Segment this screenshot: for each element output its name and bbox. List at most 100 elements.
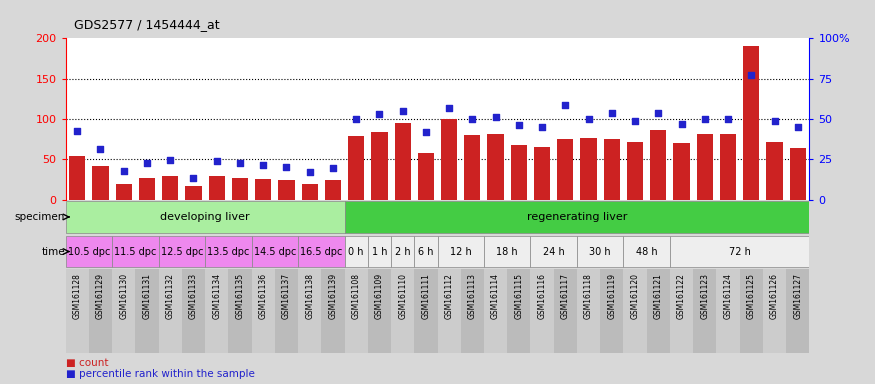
Text: GSM161118: GSM161118 [584, 273, 593, 319]
Bar [604, 139, 620, 200]
Bar [766, 142, 782, 200]
Bar [623, 269, 647, 353]
Bar [255, 179, 271, 200]
Bar [743, 46, 760, 200]
Point [70, 128, 84, 134]
Bar [693, 269, 717, 353]
Point [396, 108, 410, 114]
Bar [205, 236, 252, 267]
Text: GSM161114: GSM161114 [491, 273, 500, 319]
Bar [395, 123, 410, 200]
Bar [348, 136, 364, 200]
Text: GSM161129: GSM161129 [96, 273, 105, 319]
Bar [228, 269, 252, 353]
Text: 24 h: 24 h [542, 247, 564, 257]
Text: GSM161125: GSM161125 [746, 273, 756, 319]
Text: GSM161120: GSM161120 [631, 273, 640, 319]
Point [256, 162, 270, 168]
Bar [158, 269, 182, 353]
Bar [577, 269, 600, 353]
Point [186, 175, 200, 181]
Point [767, 118, 781, 124]
Bar [414, 269, 438, 353]
Bar [232, 178, 248, 200]
Point [116, 167, 130, 174]
Bar [345, 236, 368, 267]
Text: GSM161112: GSM161112 [444, 273, 453, 319]
Bar [186, 186, 201, 200]
Bar [93, 166, 108, 200]
Point [349, 116, 363, 122]
Point [651, 109, 665, 116]
Text: 13.5 dpc: 13.5 dpc [207, 247, 249, 257]
Text: GSM161138: GSM161138 [305, 273, 314, 319]
Text: ■ count: ■ count [66, 358, 108, 368]
Text: GSM161139: GSM161139 [328, 273, 338, 319]
Text: 0 h: 0 h [348, 247, 364, 257]
Bar [650, 129, 667, 200]
Bar [252, 236, 298, 267]
Text: GSM161131: GSM161131 [143, 273, 151, 319]
Text: GSM161133: GSM161133 [189, 273, 198, 319]
Point [628, 118, 642, 124]
Bar [139, 178, 155, 200]
Point [697, 116, 711, 122]
Text: 14.5 dpc: 14.5 dpc [254, 247, 296, 257]
Point [164, 157, 178, 163]
Text: GSM161110: GSM161110 [398, 273, 407, 319]
Point [233, 159, 247, 166]
Bar [302, 184, 318, 200]
Text: GDS2577 / 1454444_at: GDS2577 / 1454444_at [74, 18, 220, 31]
Bar [438, 236, 484, 267]
Point [303, 169, 317, 175]
Bar [465, 135, 480, 200]
Bar [112, 269, 136, 353]
Bar [182, 269, 205, 353]
Point [721, 116, 735, 122]
Bar [368, 269, 391, 353]
Point [675, 121, 689, 127]
Point [140, 159, 154, 166]
Point [605, 110, 619, 116]
Text: GSM161116: GSM161116 [537, 273, 547, 319]
Bar [162, 176, 178, 200]
Text: GSM161113: GSM161113 [468, 273, 477, 319]
Point [466, 116, 480, 122]
Text: GSM161115: GSM161115 [514, 273, 523, 319]
Text: GSM161137: GSM161137 [282, 273, 290, 319]
Bar [89, 269, 112, 353]
Bar [112, 236, 158, 267]
Text: 48 h: 48 h [636, 247, 657, 257]
Bar [298, 236, 345, 267]
Point [442, 105, 456, 111]
Bar [321, 269, 345, 353]
Point [419, 129, 433, 135]
Text: 12 h: 12 h [450, 247, 472, 257]
Point [326, 165, 340, 171]
Bar [391, 269, 414, 353]
Bar [275, 269, 298, 353]
Bar [626, 142, 643, 200]
Bar [208, 176, 225, 200]
Bar [116, 184, 132, 200]
Bar [298, 269, 321, 353]
Point [94, 146, 108, 152]
Text: GSM161108: GSM161108 [352, 273, 360, 319]
Text: GSM161121: GSM161121 [654, 273, 662, 319]
Bar [66, 236, 112, 267]
Bar [507, 269, 530, 353]
Text: GSM161122: GSM161122 [677, 273, 686, 319]
Bar [580, 137, 597, 200]
Text: developing liver: developing liver [160, 212, 250, 222]
Bar [487, 134, 504, 200]
Bar [441, 119, 458, 200]
Bar [530, 269, 554, 353]
Text: 10.5 dpc: 10.5 dpc [67, 247, 110, 257]
Bar [438, 269, 461, 353]
Point [512, 122, 526, 129]
Bar [763, 269, 786, 353]
Point [745, 71, 759, 78]
Point [791, 124, 805, 130]
Bar [278, 180, 295, 200]
Bar [670, 269, 693, 353]
